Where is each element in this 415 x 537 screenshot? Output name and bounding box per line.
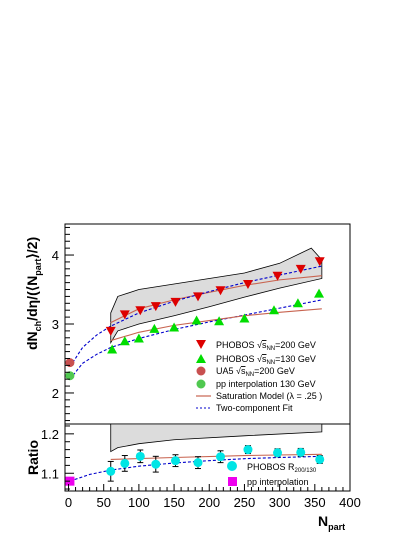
bottom-xtick-label: 350 — [304, 495, 326, 510]
bottom-xtick-label: 200 — [198, 495, 220, 510]
bottom-series-0-point — [106, 466, 116, 476]
legend-marker-ua5 — [196, 366, 206, 376]
top-yticks: 2 3 4 — [52, 226, 74, 422]
top-series-5-line — [69, 265, 322, 368]
x-axis-label: Npart — [318, 513, 345, 532]
bottom-series-0-point — [216, 452, 226, 462]
bottom-series-0-point — [193, 458, 203, 468]
top-series-1-point — [214, 316, 225, 326]
bottom-xtick-label: 300 — [269, 495, 291, 510]
legend-fit: Two-component Fit — [216, 403, 293, 413]
top-series-0-point — [242, 280, 253, 289]
top-series-0-point — [314, 257, 325, 267]
top-series-7-line — [110, 308, 322, 342]
bottom-xtick-label: 150 — [163, 495, 185, 510]
top-series-0-point — [170, 297, 181, 307]
top-series-0-point — [215, 286, 226, 296]
bottom-y-axis-label: Ratio — [25, 440, 41, 475]
top-series-1-point — [133, 333, 144, 343]
top-series-1-point — [119, 336, 130, 346]
bottom-xticks: 0 50 100 150 200 250 300 350 400 — [65, 484, 361, 510]
legend-pp: pp interpolation 130 GeV — [216, 379, 316, 389]
top-band-layer — [110, 247, 323, 345]
bottom-series-0-point — [296, 447, 306, 457]
top-series-0-point — [272, 271, 283, 281]
bottom-band-layer — [110, 423, 323, 453]
bottom-series-0-point — [120, 458, 130, 468]
bottom-xtick-label: 50 — [96, 495, 110, 510]
bottom-ytick-label: 1.1 — [41, 466, 59, 481]
top-series-1-point — [169, 322, 180, 332]
top-series-0-point — [295, 264, 306, 274]
bottom-ytick-label: 1.2 — [41, 427, 59, 442]
top-series-0-point — [150, 302, 161, 312]
bottom-series-0-point — [151, 459, 161, 469]
top-series-3-point — [65, 371, 75, 381]
top-ytick-label: 3 — [52, 317, 59, 332]
top-series-2-point — [65, 358, 75, 368]
legend-marker-phobos200 — [196, 340, 206, 349]
top-series-0-point — [119, 310, 130, 320]
bottom-xtick-label: 250 — [234, 495, 256, 510]
top-series-1-point — [314, 288, 325, 298]
systematic-band-top — [110, 247, 323, 345]
bottom-series-0-point — [170, 456, 180, 466]
top-series-1-point — [149, 323, 160, 333]
top-series-0-point — [105, 326, 116, 336]
top-ytick-label: 2 — [52, 386, 59, 401]
bottom-xtick-label: 400 — [339, 495, 361, 510]
legend-marker-ratio-pp — [228, 477, 237, 486]
bottom-points-layer — [65, 445, 325, 486]
bottom-series-0-point — [135, 451, 145, 461]
top-series-0-point — [135, 306, 146, 316]
legend-phobos200: PHOBOS √sNN=200 GeV — [216, 340, 316, 352]
bottom-xtick-label: 0 — [65, 495, 72, 510]
top-y-axis-label: dNch/dη/(⟨Npart⟩/2) — [24, 237, 43, 350]
bottom-series-0-point — [273, 448, 283, 458]
bottom-series-0-point — [315, 454, 325, 464]
legend-ratio: PHOBOS R200/130 — [247, 462, 317, 474]
legend-sat: Saturation Model (λ = .25 ) — [216, 391, 322, 401]
top-points-layer — [65, 257, 325, 381]
bottom-series-0-point — [243, 445, 253, 455]
legend-marker-phobos130 — [196, 354, 206, 363]
top-series-6-line — [69, 299, 322, 380]
top-legend: PHOBOS √sNN=200 GeV PHOBOS √sNN=130 GeV … — [196, 340, 322, 413]
legend-phobos130: PHOBOS √sNN=130 GeV — [216, 354, 316, 366]
legend-marker-pp — [196, 379, 206, 389]
bottom-xtick-label: 100 — [128, 495, 150, 510]
bottom-yticks: 1.1 1.2 — [41, 425, 74, 490]
top-series-1-point — [269, 305, 279, 315]
systematic-band-bottom — [110, 423, 323, 453]
bottom-panel: 1.1 1.2 0 50 100 150 200 250 300 350 400 Ratio Np… — [25, 423, 361, 532]
top-series-1-point — [239, 313, 250, 323]
top-series-1-point — [191, 315, 202, 325]
top-series-1-point — [107, 344, 118, 354]
top-series-1-point — [292, 298, 303, 308]
legend-ratio-pp: pp interpolation — [247, 477, 309, 487]
top-series-0-point — [193, 292, 203, 302]
legend-ua5: UA5 √sNN=200 GeV — [216, 366, 295, 378]
bottom-legend: PHOBOS R200/130 pp interpolation — [227, 461, 317, 487]
top-ytick-label: 4 — [52, 248, 59, 263]
top-panel: 2 3 4 dNch/dη/(⟨Npart⟩/2) PHOBOS √sNN=200 … — [24, 223, 351, 425]
legend-marker-ratio — [227, 461, 237, 471]
